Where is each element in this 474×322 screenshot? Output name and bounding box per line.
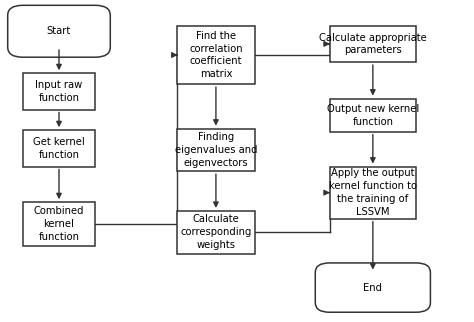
Text: Start: Start	[47, 26, 71, 36]
FancyBboxPatch shape	[23, 202, 95, 246]
FancyBboxPatch shape	[23, 130, 95, 166]
FancyBboxPatch shape	[177, 26, 255, 84]
Text: Output new kernel
function: Output new kernel function	[327, 104, 419, 127]
Text: Calculate appropriate
parameters: Calculate appropriate parameters	[319, 33, 427, 55]
FancyBboxPatch shape	[329, 99, 416, 132]
Text: End: End	[364, 283, 383, 293]
FancyBboxPatch shape	[177, 128, 255, 171]
FancyBboxPatch shape	[8, 5, 110, 57]
Text: Find the
correlation
coefficient
matrix: Find the correlation coefficient matrix	[189, 31, 243, 79]
FancyBboxPatch shape	[329, 166, 416, 219]
Text: Finding
eigenvalues and
eigenvectors: Finding eigenvalues and eigenvectors	[175, 132, 257, 168]
FancyBboxPatch shape	[315, 263, 430, 312]
Text: Calculate
corresponding
weights: Calculate corresponding weights	[180, 214, 252, 250]
Text: Apply the output
kernel function to
the training of
LSSVM: Apply the output kernel function to the …	[329, 168, 417, 217]
Text: Combined
kernel
function: Combined kernel function	[34, 206, 84, 242]
FancyBboxPatch shape	[177, 211, 255, 253]
FancyBboxPatch shape	[329, 26, 416, 62]
Text: Input raw
function: Input raw function	[36, 80, 82, 103]
FancyBboxPatch shape	[23, 73, 95, 109]
Text: Get kernel
function: Get kernel function	[33, 137, 85, 160]
